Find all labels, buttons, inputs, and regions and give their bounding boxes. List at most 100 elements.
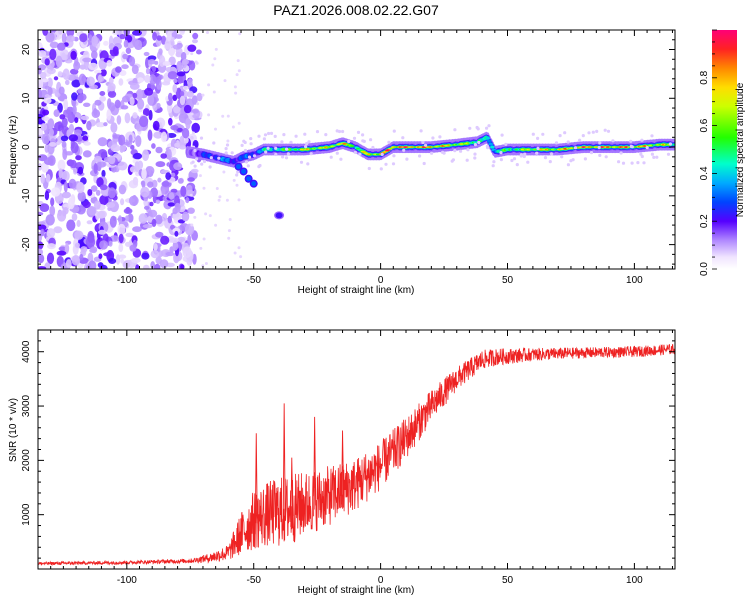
noise-blob bbox=[192, 32, 199, 40]
noise-dot bbox=[237, 121, 241, 125]
noise-blob bbox=[167, 148, 172, 161]
noise-dot bbox=[214, 127, 217, 131]
noise-blob bbox=[61, 191, 71, 199]
ridge-halo-dot bbox=[606, 129, 611, 133]
noise-blob bbox=[64, 242, 69, 254]
noise-blob bbox=[168, 192, 175, 200]
noise-blob bbox=[141, 168, 147, 180]
noise-blob bbox=[54, 121, 64, 132]
ridge-halo-dot bbox=[473, 143, 477, 147]
noise-blob bbox=[47, 118, 55, 130]
noise-blob bbox=[114, 99, 121, 109]
noise-blob bbox=[174, 230, 179, 237]
snr-spike bbox=[290, 457, 294, 527]
noise-blob bbox=[83, 102, 91, 108]
noise-blob bbox=[165, 172, 172, 181]
ridge-halo-dot bbox=[475, 125, 479, 130]
noise-blob bbox=[147, 55, 157, 61]
ridge-halo-dot bbox=[273, 134, 277, 138]
noise-blob bbox=[71, 92, 78, 101]
ridge-halo-dot bbox=[536, 136, 540, 140]
noise-blob bbox=[173, 162, 183, 171]
noise-blob bbox=[94, 99, 102, 106]
branch-core bbox=[251, 181, 257, 187]
ridge-halo-dot bbox=[224, 151, 228, 155]
noise-blob bbox=[155, 199, 161, 204]
noise-blob bbox=[82, 57, 93, 63]
noise-blob bbox=[187, 90, 194, 98]
noise-dot bbox=[226, 114, 230, 118]
noise-blob bbox=[171, 172, 176, 177]
noise-dot bbox=[193, 215, 197, 219]
noise-blob bbox=[66, 35, 76, 42]
noise-blob bbox=[161, 188, 166, 196]
noise-blob bbox=[98, 229, 107, 235]
noise-dot bbox=[201, 264, 205, 268]
noise-blob bbox=[123, 208, 133, 214]
noise-blob bbox=[57, 71, 63, 77]
noise-blob bbox=[161, 181, 170, 187]
snr-x-axis: -100 -50 0 50 100 bbox=[37, 330, 673, 586]
ridge-halo-dot bbox=[558, 134, 562, 138]
ridge-halo-dot bbox=[639, 152, 643, 156]
snr-y-axis-label: SNR (10 * v/v) bbox=[8, 398, 19, 462]
noise-blob bbox=[72, 105, 77, 115]
noise-dot bbox=[235, 183, 239, 187]
ridge-halo-dot bbox=[401, 136, 405, 140]
ridge-halo-dot bbox=[587, 131, 591, 135]
spectrogram-x-tick-label: -50 bbox=[246, 275, 261, 286]
ridge-halo-dot bbox=[309, 152, 313, 156]
noise-blob bbox=[108, 240, 113, 247]
ridge-halo-dot bbox=[581, 134, 585, 138]
noise-blob bbox=[187, 177, 195, 182]
noise-blob bbox=[58, 246, 67, 251]
noise-dot bbox=[221, 114, 225, 118]
noise-blob bbox=[153, 243, 158, 251]
noise-dot bbox=[190, 112, 194, 116]
noise-dot bbox=[215, 187, 219, 190]
ridge-halo-dot bbox=[569, 159, 573, 163]
noise-blob bbox=[62, 68, 70, 80]
noise-blob bbox=[173, 78, 178, 84]
noise-blob bbox=[165, 251, 175, 257]
ridge-halo-dot bbox=[235, 173, 239, 177]
noise-blob bbox=[90, 185, 98, 192]
spectrogram-x-tick-label: 0 bbox=[378, 275, 384, 286]
colorbar-tick-label: 0.4 bbox=[699, 166, 710, 180]
noise-dot bbox=[231, 125, 235, 129]
ridge-halo-dot bbox=[422, 161, 426, 166]
noise-blob bbox=[108, 155, 116, 165]
ridge-halo-dot bbox=[548, 160, 552, 164]
noise-dot bbox=[236, 59, 240, 63]
noise-blob bbox=[93, 163, 98, 175]
noise-dot bbox=[237, 198, 241, 202]
ridge-halo-dot bbox=[306, 162, 310, 166]
noise-blob bbox=[99, 184, 108, 191]
noise-blob bbox=[186, 189, 195, 195]
ridge-halo-dot bbox=[347, 139, 351, 144]
ridge-halo-dot bbox=[289, 140, 293, 144]
noise-blob bbox=[38, 88, 43, 100]
ridge-halo-dot bbox=[424, 143, 428, 147]
ridge-halo-dot bbox=[504, 142, 508, 146]
noise-blob bbox=[190, 109, 199, 114]
noise-blob bbox=[151, 179, 158, 188]
noise-blob bbox=[68, 178, 77, 189]
noise-dot bbox=[239, 255, 243, 259]
colorbar-ticks: 0.0 0.2 0.4 0.6 0.8 bbox=[699, 29, 717, 276]
ridge-halo-dot bbox=[442, 151, 446, 155]
noise-blob bbox=[191, 122, 200, 133]
noise-blob bbox=[69, 159, 77, 169]
noise-blob bbox=[153, 131, 163, 139]
ridge-halo-dot bbox=[668, 142, 673, 146]
noise-blob bbox=[181, 211, 190, 222]
noise-blob bbox=[108, 258, 117, 264]
ridge-halo-dot bbox=[190, 136, 194, 140]
ridge-halo-dot bbox=[225, 143, 230, 147]
ridge-halo-dot bbox=[453, 128, 457, 132]
noise-blob bbox=[57, 102, 63, 113]
ridge-halo-dot bbox=[468, 126, 472, 130]
noise-blob bbox=[61, 141, 67, 148]
noise-dot bbox=[204, 212, 208, 216]
noise-blob bbox=[132, 176, 139, 186]
